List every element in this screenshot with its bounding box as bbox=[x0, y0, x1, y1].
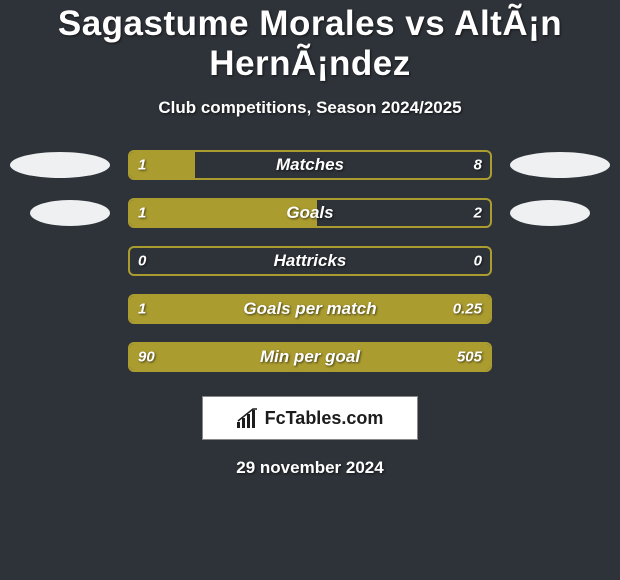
stat-bar: 90 Min per goal 505 bbox=[128, 342, 492, 372]
stat-label: Hattricks bbox=[274, 251, 347, 271]
stat-row: 90 Min per goal 505 bbox=[10, 342, 610, 372]
stat-value-left: 1 bbox=[138, 205, 146, 222]
stat-value-right: 505 bbox=[457, 349, 482, 366]
brand-logo[interactable]: FcTables.com bbox=[202, 396, 418, 440]
stat-value-right: 0.25 bbox=[453, 301, 482, 318]
stat-value-left: 90 bbox=[138, 349, 155, 366]
club-left-avatar bbox=[30, 200, 110, 226]
stat-value-right: 2 bbox=[474, 205, 482, 222]
season-subtitle: Club competitions, Season 2024/2025 bbox=[0, 98, 620, 118]
stat-label: Goals bbox=[286, 203, 333, 223]
stat-value-left: 1 bbox=[138, 301, 146, 318]
stat-bar: 1 Goals 2 bbox=[128, 198, 492, 228]
stat-bar: 1 Matches 8 bbox=[128, 150, 492, 180]
stats-comparison: 1 Matches 8 1 Goals 2 0 Hattricks bbox=[0, 150, 620, 372]
stat-bar: 1 Goals per match 0.25 bbox=[128, 294, 492, 324]
chart-icon bbox=[237, 408, 259, 428]
stat-bar: 0 Hattricks 0 bbox=[128, 246, 492, 276]
stat-label: Min per goal bbox=[260, 347, 360, 367]
club-right-avatar bbox=[510, 200, 590, 226]
snapshot-date: 29 november 2024 bbox=[0, 458, 620, 478]
stat-label: Matches bbox=[276, 155, 344, 175]
stat-value-right: 0 bbox=[474, 253, 482, 270]
player-right-avatar bbox=[510, 152, 610, 178]
page-title: Sagastume Morales vs AltÃ¡n HernÃ¡ndez bbox=[0, 0, 620, 84]
stat-row: 0 Hattricks 0 bbox=[10, 246, 610, 276]
stat-value-left: 1 bbox=[138, 157, 146, 174]
stat-value-right: 8 bbox=[474, 157, 482, 174]
player-left-avatar bbox=[10, 152, 110, 178]
stat-row: 1 Goals 2 bbox=[10, 198, 610, 228]
stat-row: 1 Matches 8 bbox=[10, 150, 610, 180]
stat-value-left: 0 bbox=[138, 253, 146, 270]
stat-label: Goals per match bbox=[243, 299, 376, 319]
stat-row: 1 Goals per match 0.25 bbox=[10, 294, 610, 324]
brand-name: FcTables.com bbox=[265, 408, 384, 429]
